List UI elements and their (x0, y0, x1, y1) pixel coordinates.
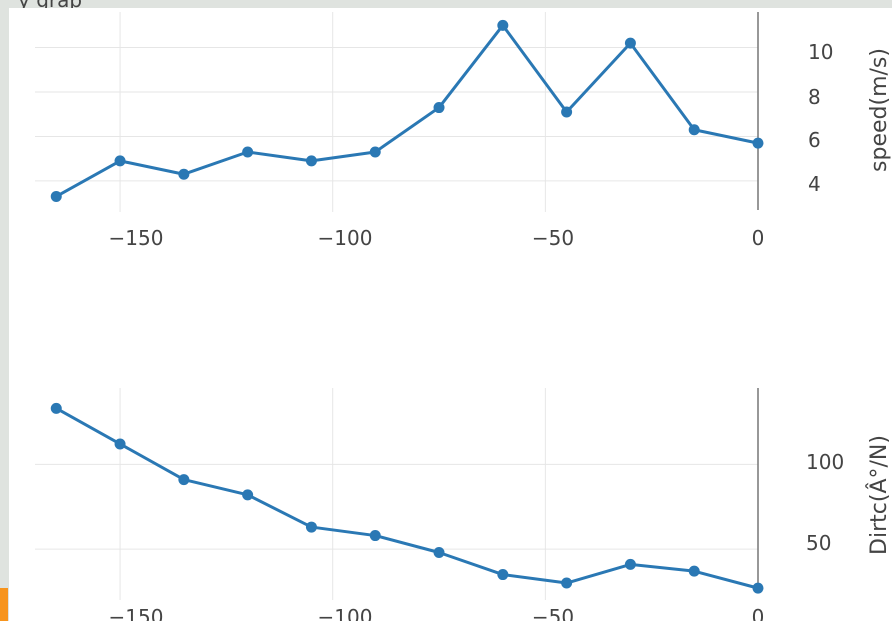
data-point[interactable] (305, 155, 317, 167)
data-point[interactable] (688, 565, 700, 577)
data-point[interactable] (50, 190, 62, 202)
chart-panel (9, 8, 892, 621)
direction-y-tick-labels: 100 50 (806, 450, 844, 555)
data-point[interactable] (752, 582, 764, 594)
data-point[interactable] (369, 146, 381, 158)
speed-y-tick-labels: 4 8 6 10 (808, 40, 833, 196)
data-point[interactable] (114, 438, 126, 450)
series-line (55, 407, 759, 590)
data-point[interactable] (497, 569, 509, 581)
direction-chart: −150 −100 −50 0 100 50 Dirtc(Â°/N) (35, 388, 892, 621)
data-point[interactable] (369, 530, 381, 542)
data-point[interactable] (624, 37, 636, 49)
data-point[interactable] (752, 137, 764, 149)
y-tick-label: 4 (808, 172, 821, 196)
x-tick-label: 0 (752, 605, 765, 621)
speed-chart: −150 −100 −50 0 4 8 6 10 speed(m/s) (35, 12, 892, 250)
speed-series (50, 19, 764, 202)
x-tick-label: −150 (109, 605, 164, 621)
y-tick-label: 10 (808, 40, 833, 64)
data-point[interactable] (114, 155, 126, 167)
y-tick-label: 100 (806, 450, 844, 474)
x-tick-label: −100 (318, 226, 373, 250)
data-point[interactable] (561, 577, 573, 589)
data-point[interactable] (561, 106, 573, 118)
data-point[interactable] (242, 489, 254, 501)
data-point[interactable] (497, 19, 509, 31)
data-point[interactable] (688, 124, 700, 136)
direction-x-tick-labels: −150 −100 −50 0 (109, 605, 765, 621)
data-point[interactable] (50, 402, 62, 414)
data-point[interactable] (178, 474, 190, 486)
data-point[interactable] (433, 102, 445, 114)
y-tick-label: 6 (808, 128, 821, 152)
direction-series (50, 402, 764, 594)
y-tick-label: 50 (806, 531, 831, 555)
data-point[interactable] (178, 168, 190, 180)
y-tick-label: 8 (808, 85, 821, 109)
x-tick-label: 0 (752, 226, 765, 250)
speed-y-axis-title: speed(m/s) (867, 48, 892, 172)
series-line (55, 23, 759, 198)
data-point[interactable] (433, 547, 445, 559)
speed-gridlines (35, 12, 758, 212)
x-tick-label: −100 (318, 605, 373, 621)
x-tick-label: −150 (109, 226, 164, 250)
accent-tab (0, 588, 8, 621)
data-point[interactable] (624, 558, 636, 570)
x-tick-label: −50 (532, 226, 574, 250)
direction-gridlines (35, 388, 758, 600)
direction-y-axis-title: Dirtc(Â°/N) (866, 435, 892, 555)
data-point[interactable] (305, 521, 317, 533)
data-point[interactable] (242, 146, 254, 158)
speed-x-tick-labels: −150 −100 −50 0 (109, 226, 765, 250)
x-tick-label: −50 (532, 605, 574, 621)
